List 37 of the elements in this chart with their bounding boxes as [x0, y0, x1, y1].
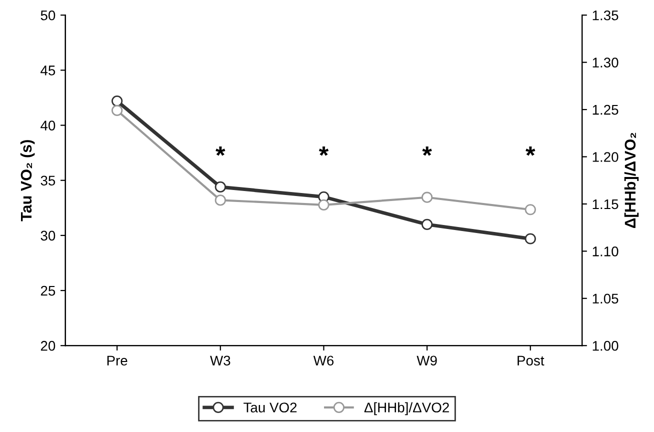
point: [524, 233, 536, 244]
point: [112, 95, 123, 107]
annotation: *: [318, 146, 329, 156]
point: [422, 192, 433, 203]
y-tick-label: 35: [40, 176, 56, 186]
point: [214, 181, 226, 193]
y-tick-label: 40: [40, 120, 56, 130]
y2-tick-label: 1.30: [592, 58, 618, 68]
point: [422, 218, 433, 230]
y2-tick-label: 1.35: [592, 10, 618, 20]
legend-label: Δ[HHb]/ΔVO2: [364, 402, 449, 416]
y2-tick-label: 1.20: [592, 152, 618, 162]
point: [318, 199, 330, 210]
point: [524, 204, 536, 216]
y-tick-label: 20: [40, 340, 56, 351]
y-axis-title: Tau VO₂ (s): [20, 140, 35, 222]
annotation: *: [216, 146, 226, 156]
point: [112, 104, 123, 116]
x-tick-label: W9: [416, 356, 437, 366]
y-tick-label: 45: [40, 66, 56, 76]
y2-tick-label: 1.10: [592, 246, 618, 256]
y-tick-label: 50: [40, 10, 56, 20]
y2-tick-label: 1.00: [592, 340, 618, 351]
y-tick-label: 25: [40, 286, 56, 296]
y-tick-label: 30: [40, 230, 56, 241]
annotation: *: [422, 146, 432, 156]
point: [214, 194, 226, 206]
x-tick-label: W3: [210, 356, 230, 366]
y2-tick-label: 1.25: [592, 104, 618, 115]
legend-label: Tau VO2: [244, 402, 297, 412]
annotation: *: [526, 146, 536, 156]
y2-tick-label: 1.05: [592, 294, 618, 304]
y2-tick-label: 1.15: [592, 199, 618, 210]
x-tick-label: Pre: [107, 356, 128, 366]
x-tick-label: W6: [313, 356, 334, 366]
y2-axis-title: Δ[HHb]/ΔVO₂: [624, 132, 639, 228]
x-tick-label: Post: [518, 356, 544, 366]
